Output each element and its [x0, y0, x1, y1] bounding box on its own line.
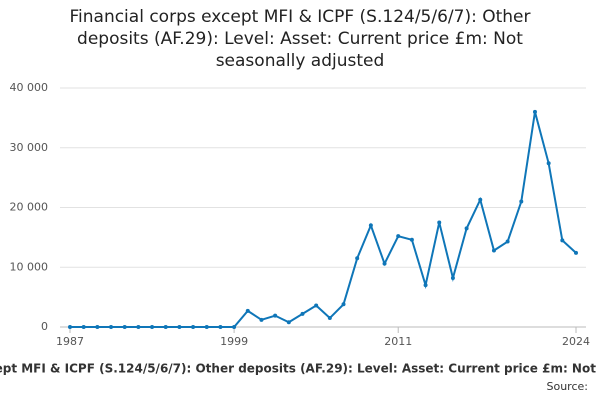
point	[491, 248, 496, 253]
point	[150, 325, 155, 329]
point	[382, 261, 387, 266]
y-tick-label: 0	[41, 320, 48, 333]
x-tick-label: 1987	[56, 335, 84, 348]
point	[300, 311, 305, 316]
point	[532, 109, 537, 114]
point	[95, 325, 100, 329]
point	[232, 325, 237, 329]
x-tick-label: 2011	[384, 335, 412, 348]
point	[409, 237, 414, 242]
point	[327, 316, 332, 321]
point	[177, 325, 182, 329]
point	[68, 325, 72, 329]
point	[519, 199, 524, 204]
point	[478, 197, 483, 202]
point	[464, 226, 469, 231]
point	[505, 239, 510, 244]
point	[191, 325, 196, 329]
x-tick-label: 1999	[220, 335, 248, 348]
point	[560, 238, 565, 243]
point	[122, 325, 127, 329]
point	[341, 302, 346, 307]
point	[273, 313, 278, 318]
y-tick-label: 20 000	[10, 201, 49, 214]
point	[218, 325, 223, 329]
point	[437, 220, 442, 225]
y-tick-label: 10 000	[10, 260, 49, 273]
point	[396, 234, 401, 239]
point	[450, 276, 455, 281]
point	[423, 283, 428, 288]
y-tick-label: 30 000	[10, 141, 49, 154]
y-tick-label: 40 000	[10, 81, 49, 94]
line	[70, 111, 577, 328]
point	[204, 325, 209, 329]
x-axis-title: Financial corps except MFI & ICPF (S.124…	[0, 362, 600, 376]
source: Source:	[547, 380, 589, 393]
x-tick-label: 2024	[562, 335, 590, 348]
point	[286, 320, 291, 325]
point	[574, 250, 578, 255]
point	[314, 303, 319, 308]
chart-title: Financial corps except MFI & ICPF (S.124…	[69, 7, 531, 71]
point	[259, 317, 264, 322]
point	[546, 161, 551, 166]
point	[368, 223, 373, 228]
point	[163, 325, 168, 329]
point	[355, 256, 360, 261]
point	[81, 325, 86, 329]
point	[109, 325, 114, 329]
point	[245, 308, 250, 313]
point	[136, 325, 141, 329]
